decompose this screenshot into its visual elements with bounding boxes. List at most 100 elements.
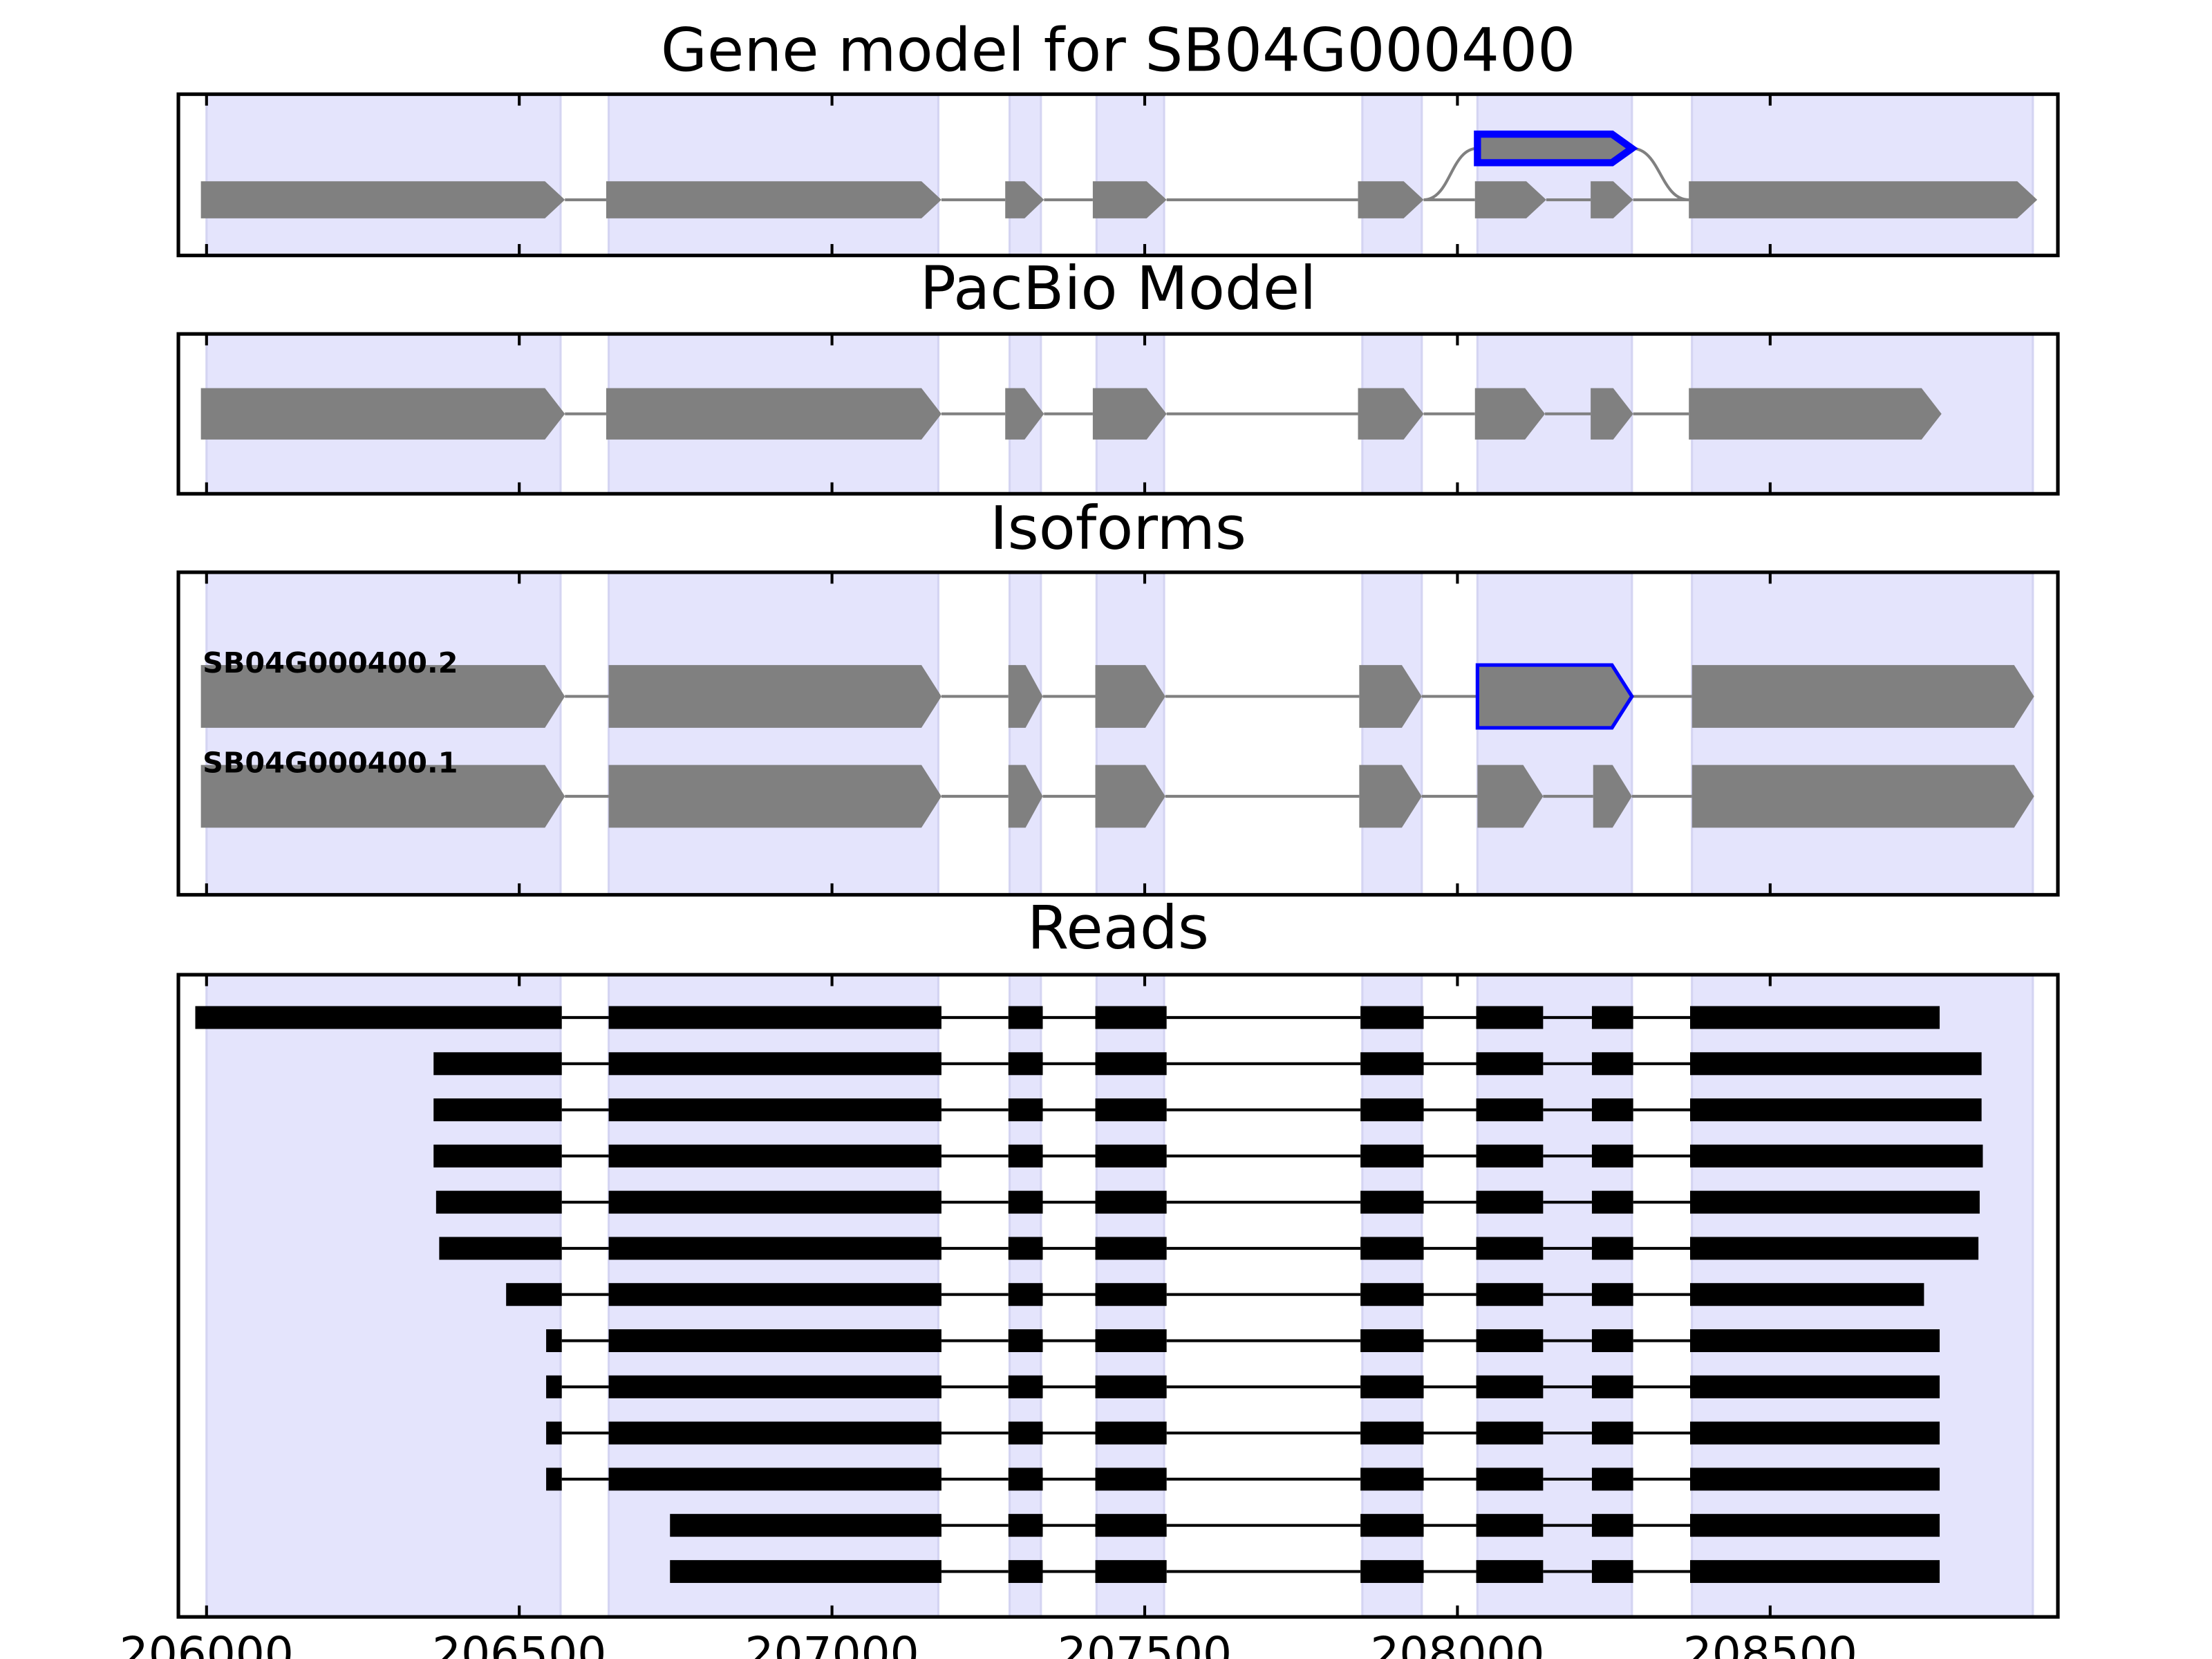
- read-block: [1008, 1098, 1043, 1122]
- read-block: [1360, 1514, 1424, 1537]
- x-tick-label: 207500: [1058, 1627, 1232, 1659]
- read-block: [433, 1144, 562, 1168]
- read-block: [1690, 1375, 1940, 1398]
- read-block: [1591, 1052, 1633, 1076]
- exon-band: [1691, 571, 2034, 896]
- read-block: [1591, 1375, 1633, 1398]
- panel-frame: [176, 92, 2060, 258]
- read-block: [546, 1375, 562, 1398]
- exon: [1095, 665, 1165, 728]
- read-block: [1008, 1190, 1043, 1214]
- x-tick-label: 208500: [1683, 1627, 1857, 1659]
- exon: [1593, 765, 1632, 828]
- read-block: [1690, 1052, 1982, 1076]
- read-block: [506, 1283, 562, 1306]
- read-block: [1095, 1237, 1167, 1260]
- read-block: [1476, 1514, 1544, 1537]
- read-block: [1360, 1237, 1424, 1260]
- read-block: [1008, 1283, 1043, 1306]
- exon: [1691, 665, 2034, 728]
- read-block: [1591, 1283, 1633, 1306]
- exon: [1689, 388, 1942, 440]
- isoform-label: SB04G000400.1: [203, 747, 458, 780]
- read-block: [1591, 1329, 1633, 1353]
- read-block: [608, 1421, 941, 1445]
- read-block: [546, 1468, 562, 1491]
- read-block: [1008, 1468, 1043, 1491]
- read-block: [608, 1144, 941, 1168]
- exon: [1005, 181, 1044, 218]
- exon: [1008, 665, 1043, 728]
- read-block: [1095, 1421, 1167, 1445]
- read-block: [1690, 1421, 1940, 1445]
- read-block: [1095, 1514, 1167, 1537]
- read-block: [1690, 1098, 1982, 1122]
- exon: [1591, 388, 1633, 440]
- read-block: [1360, 1144, 1424, 1168]
- read-block: [1008, 1329, 1043, 1353]
- read-block: [1476, 1375, 1544, 1398]
- read-block: [1591, 1237, 1633, 1260]
- read-block: [1591, 1468, 1633, 1491]
- exon-band: [608, 93, 939, 257]
- read-block: [433, 1098, 562, 1122]
- read-block: [1008, 1375, 1043, 1398]
- read-block: [1360, 1559, 1424, 1583]
- read-block: [1690, 1559, 1940, 1583]
- read-block: [1360, 1375, 1424, 1398]
- exon: [1475, 663, 1634, 730]
- exon: [200, 181, 565, 218]
- read-block: [1476, 1468, 1544, 1491]
- exon: [200, 388, 565, 440]
- exon: [606, 388, 941, 440]
- exon: [608, 665, 941, 728]
- x-tick-label: 207000: [745, 1627, 919, 1659]
- read-block: [1095, 1283, 1167, 1306]
- read-block: [670, 1559, 941, 1583]
- panel-title: Reads: [1027, 894, 1209, 963]
- panel-title: Gene model for SB04G000400: [661, 16, 1575, 85]
- exon-band: [608, 571, 939, 896]
- read-block: [1095, 1006, 1167, 1029]
- read-block: [1591, 1006, 1633, 1029]
- panel-frame: [176, 332, 2060, 496]
- read-block: [1591, 1098, 1633, 1122]
- read-block: [1476, 1283, 1544, 1306]
- splice-curve: [1423, 147, 1478, 202]
- read-block: [1095, 1190, 1167, 1214]
- read-block: [1591, 1514, 1633, 1537]
- read-block: [1476, 1559, 1544, 1583]
- read-block: [1008, 1052, 1043, 1076]
- read-block: [1591, 1559, 1633, 1583]
- read-block: [1476, 1052, 1544, 1076]
- read-block: [1008, 1559, 1043, 1583]
- exon: [1005, 388, 1044, 440]
- read-block: [1095, 1375, 1167, 1398]
- exon: [1474, 388, 1546, 440]
- read-block: [1690, 1283, 1924, 1306]
- exon-band: [205, 973, 562, 1618]
- exon: [1474, 181, 1546, 218]
- exon-band: [1009, 93, 1042, 257]
- exon: [1477, 765, 1544, 828]
- exon-band: [1476, 93, 1633, 257]
- exon: [200, 665, 565, 728]
- read-block: [1008, 1144, 1043, 1168]
- exon: [1092, 388, 1167, 440]
- exon-band: [205, 93, 562, 257]
- read-block: [439, 1237, 562, 1260]
- exon: [1358, 388, 1424, 440]
- panel-frame: [176, 973, 2060, 1619]
- read-block: [608, 1098, 941, 1122]
- read-block: [1690, 1514, 1940, 1537]
- exon-band: [1691, 93, 2034, 257]
- read-block: [1008, 1421, 1043, 1445]
- read-block: [1008, 1237, 1043, 1260]
- read-block: [608, 1006, 941, 1029]
- exon: [608, 765, 941, 828]
- read-block: [1690, 1190, 1980, 1214]
- exon: [1092, 181, 1167, 218]
- read-block: [1008, 1006, 1043, 1029]
